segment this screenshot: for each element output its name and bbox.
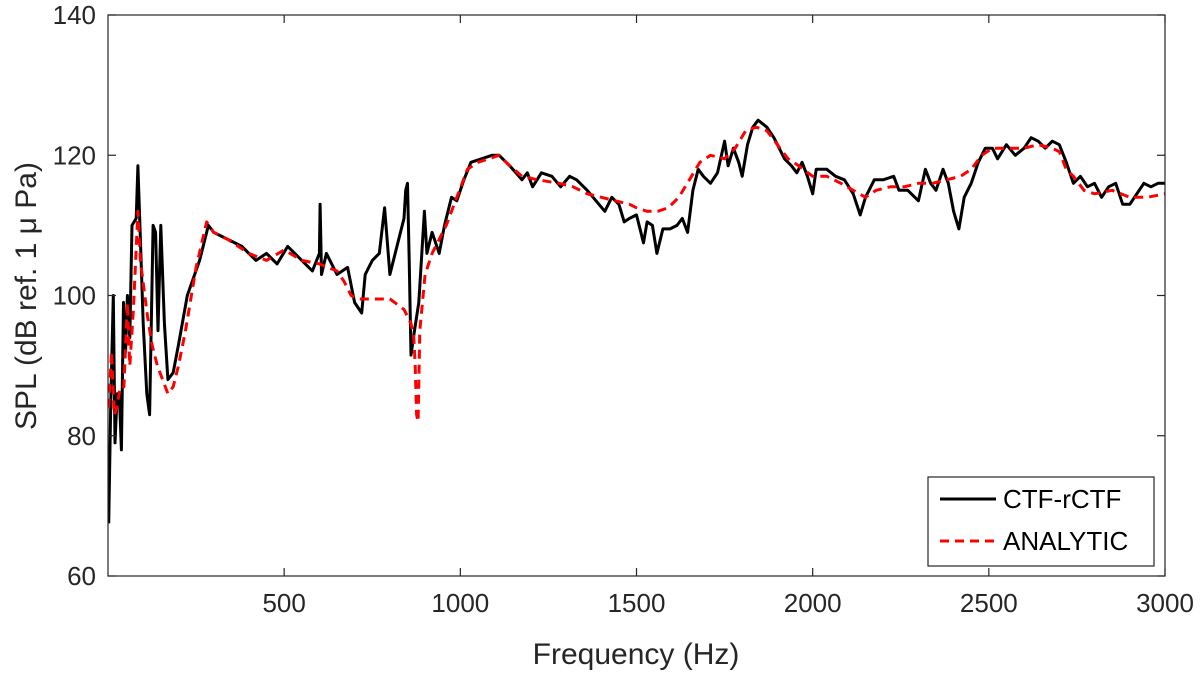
y-tick-label: 120 [53,140,96,170]
y-tick-label: 100 [53,281,96,311]
y-axis-title: SPL (dB ref. 1 μ Pa) [10,162,43,430]
legend: CTF-rCTF ANALYTIC [927,476,1155,567]
x-tick-label: 2000 [784,588,842,618]
legend-label-ctf-rctf: CTF-rCTF [1003,484,1121,514]
x-tick-label: 3000 [1136,588,1194,618]
legend-box [927,476,1155,567]
x-axis-ticks: 500 1000 1500 2000 2500 3000 [262,15,1194,618]
series-line-analytic [108,125,1165,424]
y-tick-label: 140 [53,0,96,30]
x-tick-label: 1000 [431,588,489,618]
y-tick-label: 60 [67,561,96,591]
x-tick-label: 1500 [608,588,666,618]
x-tick-label: 500 [262,588,305,618]
y-axis-ticks: 60 80 100 120 140 [53,0,1165,591]
plot-lines [108,118,1165,524]
y-tick-label: 80 [67,421,96,451]
x-tick-label: 2500 [960,588,1018,618]
x-axis-title: Frequency (Hz) [533,638,740,671]
legend-label-analytic: ANALYTIC [1003,526,1128,556]
series-line-ctf-rctf [108,118,1165,524]
